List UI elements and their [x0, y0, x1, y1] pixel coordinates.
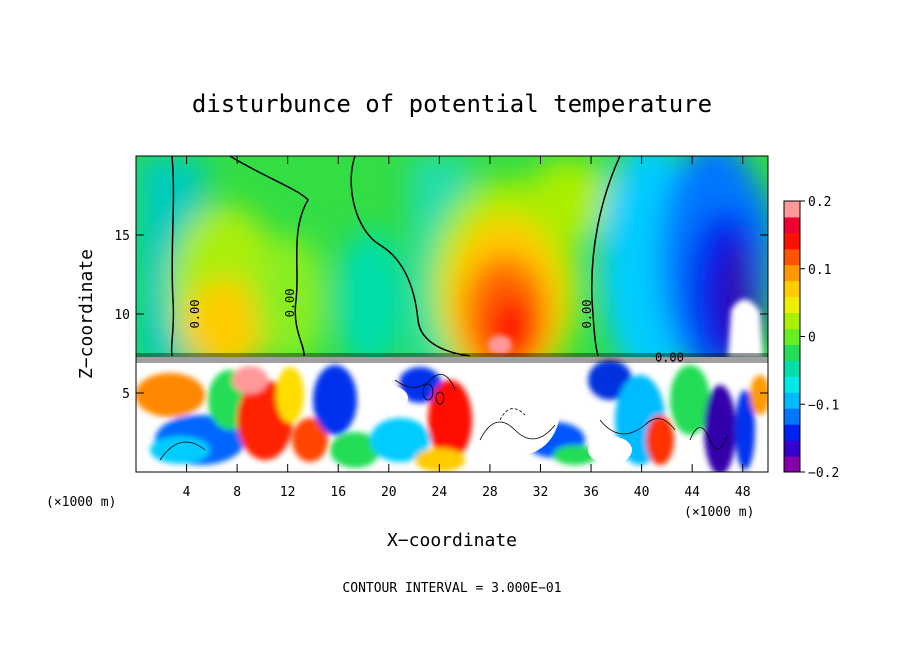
y-tick-label: 10 — [114, 308, 130, 323]
warm-peak — [488, 335, 512, 355]
colorbar-swatch — [784, 408, 800, 425]
colorbar-tick-label: 0 — [808, 331, 816, 346]
lower-field — [136, 357, 768, 472]
y-tick-label: 5 — [122, 387, 130, 402]
colorbar-swatch — [784, 201, 800, 218]
contour-label: 0.00 — [580, 300, 594, 329]
zero-contours — [170, 156, 621, 357]
upper-field — [136, 156, 768, 359]
colorbar-tick-label: 0.2 — [808, 195, 831, 210]
colorbar-swatch — [784, 456, 800, 473]
x-unit-left: (×1000 m) — [46, 495, 116, 510]
y-tick-label: 15 — [114, 229, 130, 244]
contour-label: 0.00 — [655, 350, 684, 364]
y-axis-label: Z−coordinate — [76, 249, 97, 379]
colorbar-swatch — [784, 312, 800, 330]
colorbar-swatch — [784, 344, 800, 361]
white-plume — [728, 299, 763, 358]
x-axis: 4 8 12 16 20 24 28 32 36 40 44 48 — [183, 156, 751, 500]
colorbar-swatch — [784, 264, 800, 282]
colorbar-swatch — [784, 392, 800, 409]
chart-title: disturbunce of potential temperature — [192, 90, 712, 118]
colorbar-swatch — [784, 360, 800, 377]
colorbar-swatch — [784, 232, 800, 250]
colorbar-swatch — [784, 216, 800, 234]
x-tick-label: 8 — [233, 485, 241, 500]
colorbar-swatch — [784, 440, 800, 457]
colorbar-tick-label: −0.1 — [808, 398, 839, 413]
colorbar-swatch — [784, 376, 800, 393]
plot-area — [136, 156, 768, 472]
colorbar-tick-label: −0.2 — [808, 466, 839, 481]
x-tick-label: 24 — [432, 485, 448, 500]
x-tick-label: 48 — [735, 485, 751, 500]
contour-label: 0.00 — [283, 288, 297, 317]
x-tick-label: 16 — [330, 485, 346, 500]
x-tick-label: 20 — [381, 485, 397, 500]
x-tick-label: 32 — [533, 485, 549, 500]
colorbar-swatch — [784, 248, 800, 266]
x-tick-label: 36 — [583, 485, 599, 500]
colorbar-swatch — [784, 296, 800, 314]
colorbar-swatch — [784, 424, 800, 441]
contour-labels: 0.00 0.00 0.00 0.00 — [188, 288, 684, 364]
colorbar-swatch — [784, 328, 800, 345]
contour-interval-label: CONTOUR INTERVAL = 3.000E−01 — [342, 581, 561, 596]
y-axis: 5 10 15 — [114, 229, 768, 402]
x-tick-label: 40 — [634, 485, 650, 500]
x-unit-right: (×1000 m) — [684, 505, 754, 520]
inversion-band — [136, 353, 768, 363]
x-tick-label: 44 — [684, 485, 700, 500]
x-axis-label: X−coordinate — [387, 530, 517, 551]
colorbar-swatch — [784, 280, 800, 298]
x-tick-label: 4 — [183, 485, 191, 500]
x-tick-label: 28 — [482, 485, 498, 500]
contour-label: 0.00 — [188, 300, 202, 329]
x-tick-label: 12 — [280, 485, 296, 500]
colorbar-tick-label: 0.1 — [808, 263, 831, 278]
colorbar: 0.2 0.1 0 −0.1 −0.2 — [783, 195, 839, 481]
